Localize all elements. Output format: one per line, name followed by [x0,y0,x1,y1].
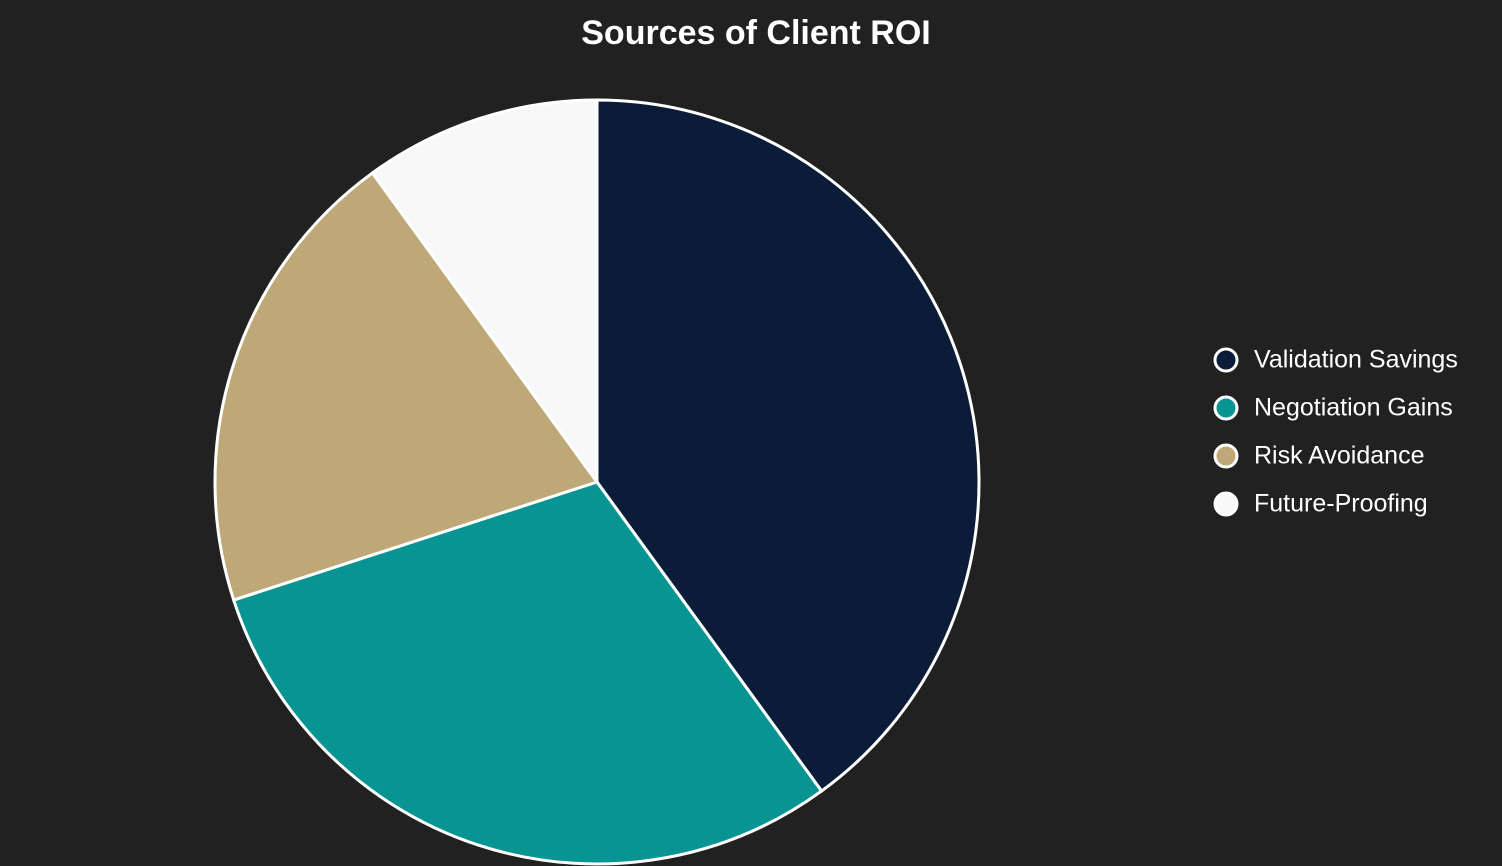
chart-title: Sources of Client ROI [581,14,931,52]
legend-marker [1213,347,1239,373]
legend-marker [1213,491,1239,517]
pie-slice [595,98,981,794]
legend-label: Validation Savings [1254,346,1458,374]
legend-marker [1213,443,1239,469]
pie-slice [213,170,600,602]
pie-slice [370,98,599,487]
legend-label: Future-Proofing [1254,490,1428,518]
pie-slice [231,480,824,866]
legend-label: Negotiation Gains [1254,394,1453,422]
legend-label: Risk Avoidance [1254,442,1424,470]
legend-marker [1213,395,1239,421]
